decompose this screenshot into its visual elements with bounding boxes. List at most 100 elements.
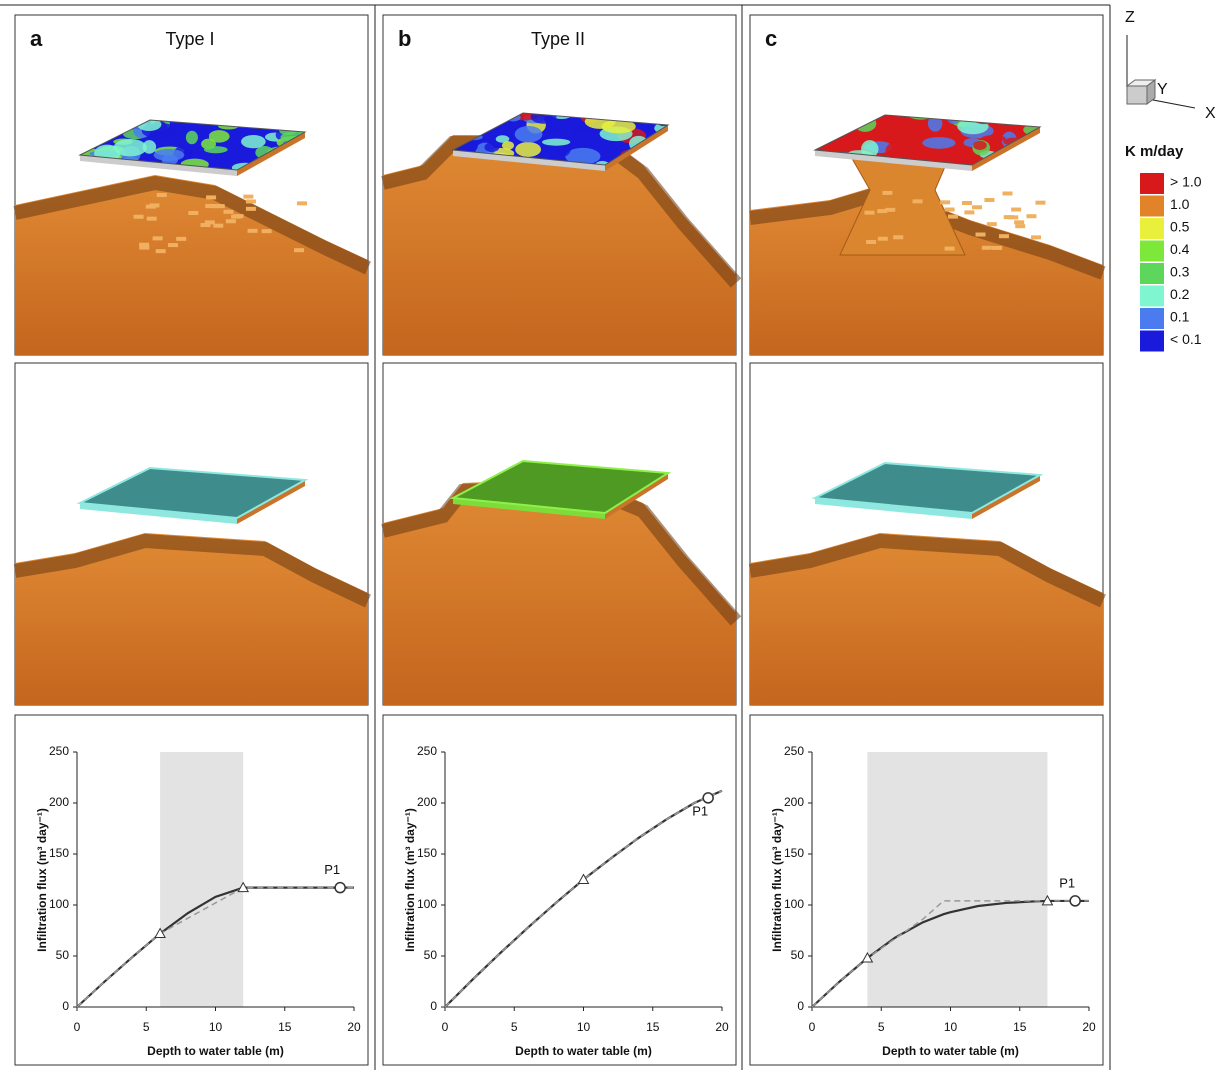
terrain-step xyxy=(152,236,163,241)
terrain-step xyxy=(209,204,220,209)
x-tick-label: 20 xyxy=(347,1020,361,1034)
triangle-marker xyxy=(861,952,874,963)
terrain xyxy=(383,478,736,705)
terrain-edge xyxy=(748,533,1106,608)
x-tick-label: 15 xyxy=(278,1020,292,1034)
y-tick-label: 200 xyxy=(784,795,804,809)
y-tick-label: 250 xyxy=(784,744,804,758)
slab-outline xyxy=(813,114,1042,166)
y-tick-label: 0 xyxy=(797,999,804,1013)
terrain-step xyxy=(944,246,955,251)
shaded-range xyxy=(160,752,244,1007)
terrain-step xyxy=(947,214,958,219)
p1-marker xyxy=(334,881,346,894)
y-axis-label: Infiltration flux (m³ day⁻¹) xyxy=(770,808,784,952)
p1-label: P1 xyxy=(324,862,340,877)
triangle-marker xyxy=(154,927,166,939)
terrain-step xyxy=(893,235,904,240)
dashed-line xyxy=(444,790,723,1008)
slab-top xyxy=(76,466,309,520)
slab-side xyxy=(605,473,668,519)
terrain-step xyxy=(1031,235,1042,240)
slab-side xyxy=(972,475,1040,519)
terrain-step xyxy=(214,204,225,209)
render-panel xyxy=(749,14,1106,356)
terrain-step xyxy=(155,249,166,254)
colorbar-label: 0.3 xyxy=(1170,264,1190,280)
y-axis-label: Infiltration flux (m³ day⁻¹) xyxy=(35,808,49,952)
render-panel xyxy=(381,14,742,356)
x-tick-label: 10 xyxy=(944,1020,958,1034)
terrain-step xyxy=(912,199,923,204)
terrain-step xyxy=(981,245,992,250)
terrain xyxy=(750,185,1103,355)
x-tick-label: 5 xyxy=(511,1020,518,1034)
terrain-step xyxy=(877,236,888,241)
colorbar-label: < 0.1 xyxy=(1170,331,1202,347)
terrain-step xyxy=(261,229,272,234)
slab-blob xyxy=(937,148,966,164)
frame xyxy=(0,4,1111,1070)
colorbar-swatch xyxy=(1140,330,1164,352)
terrain-step xyxy=(245,206,256,211)
render-panel xyxy=(381,362,742,706)
slab-blob xyxy=(957,159,972,165)
terrain-edge xyxy=(13,175,371,275)
y-tick-label: 150 xyxy=(49,846,69,860)
terrain-step xyxy=(1002,191,1013,196)
slab-blob xyxy=(542,138,571,146)
terrain-step xyxy=(167,243,178,248)
terrain-step xyxy=(213,223,224,228)
slab-front xyxy=(453,498,605,519)
colorbar-label: 0.5 xyxy=(1170,219,1190,235)
colorbar-label: 0.2 xyxy=(1170,286,1190,302)
terrain-step xyxy=(992,245,1003,250)
y-tick-label: 150 xyxy=(784,846,804,860)
shaded-range xyxy=(867,752,1048,1007)
terrain-step xyxy=(1008,215,1019,220)
y-tick-label: 250 xyxy=(49,744,69,758)
x-tick-label: 20 xyxy=(715,1020,729,1034)
render-panel xyxy=(13,14,371,356)
terrain-step xyxy=(1026,214,1037,219)
slab-outline xyxy=(78,119,307,171)
axes-triad xyxy=(1125,35,1196,109)
terrain-step xyxy=(206,195,217,200)
slab-blob xyxy=(601,119,636,134)
slab-side xyxy=(237,132,305,176)
slab-blob xyxy=(565,147,601,165)
slab-blob xyxy=(208,130,230,143)
slab-side xyxy=(237,480,305,524)
slab-top xyxy=(449,459,672,515)
slab-front xyxy=(815,150,972,171)
y-tick-label: 0 xyxy=(62,999,69,1013)
x-tick-label: 0 xyxy=(809,1020,816,1034)
terrain-step xyxy=(1015,224,1026,229)
terrain-step xyxy=(139,245,150,250)
terrain-step xyxy=(975,232,986,237)
slab-blob xyxy=(142,140,157,154)
y-tick-label: 100 xyxy=(49,897,69,911)
terrain-step xyxy=(972,205,983,210)
panel-label: b xyxy=(398,26,411,51)
slab-blob xyxy=(981,135,1006,142)
terrain-step xyxy=(986,222,997,227)
triangle-marker xyxy=(237,881,250,893)
terrain-step xyxy=(176,236,187,241)
terrain-step xyxy=(944,207,955,212)
colorbar-label: 1.0 xyxy=(1170,196,1190,212)
p1-label: P1 xyxy=(1059,875,1075,890)
slab-blob xyxy=(161,154,179,165)
terrain-step xyxy=(247,228,258,233)
slab-front xyxy=(80,155,237,176)
terrain-step xyxy=(188,211,199,216)
terrain-step xyxy=(146,216,157,221)
terrain-step xyxy=(133,214,144,219)
x-tick-label: 0 xyxy=(74,1020,81,1034)
p1-marker xyxy=(1069,895,1081,907)
colorbar-label: 0.1 xyxy=(1170,309,1190,325)
terrain-step xyxy=(885,207,896,212)
x-tick-label: 20 xyxy=(1082,1020,1096,1034)
